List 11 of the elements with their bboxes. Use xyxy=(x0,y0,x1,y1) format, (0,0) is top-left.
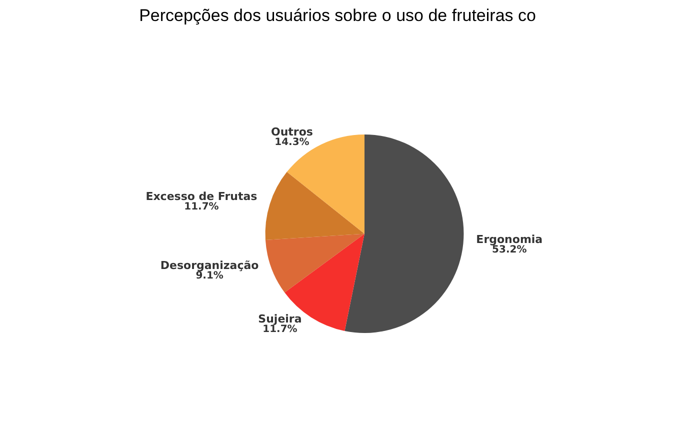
data-label: 14.3% xyxy=(274,137,310,148)
slice-label: Desorganização xyxy=(160,258,260,272)
chart-title: Percepções dos usuários sobre o uso de fruteiras co xyxy=(139,6,536,25)
slice-label: Excesso de Frutas xyxy=(146,190,258,204)
slice-label: Ergonomia xyxy=(476,232,543,246)
slice-label: Sujeira xyxy=(258,312,302,326)
slice-label: Outros xyxy=(270,126,314,139)
data-label: 53.2% xyxy=(492,244,527,256)
data-label: 11.7% xyxy=(184,202,219,213)
data-label: 11.7% xyxy=(262,324,298,336)
data-label: 9.1% xyxy=(196,270,224,282)
